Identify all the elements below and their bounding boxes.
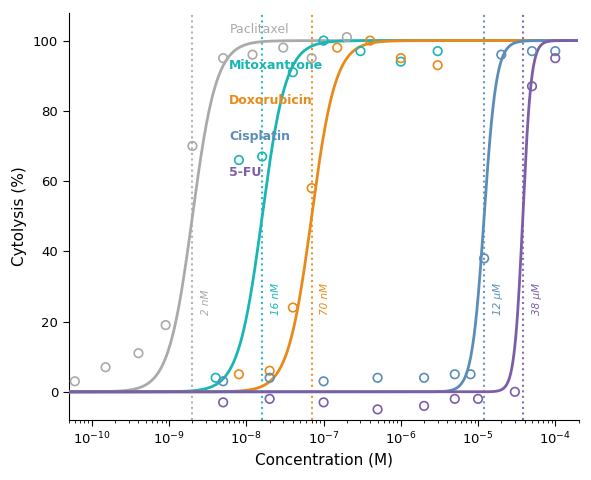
Point [551,48,560,55]
Point [342,33,352,41]
Point [319,37,329,45]
Point [258,153,267,160]
Point [219,377,228,385]
Text: 2 nM: 2 nM [201,289,211,314]
Point [265,395,274,403]
Point [219,54,228,62]
Point [234,156,243,164]
Text: 70 nM: 70 nM [320,282,330,314]
Point [527,48,537,55]
Text: 16 nM: 16 nM [271,282,281,314]
Point [319,398,329,406]
Point [396,58,405,65]
Point [333,44,342,51]
Point [188,142,197,150]
Point [211,374,220,382]
Point [433,61,443,69]
Point [234,371,243,378]
Point [450,395,460,403]
Point [288,68,298,76]
Point [496,51,506,59]
Point [396,54,405,62]
Point [373,374,382,382]
Text: 5-FU: 5-FU [229,166,262,179]
Point [433,48,443,55]
Text: 12 μM: 12 μM [493,282,503,314]
Point [278,44,288,51]
Text: Doxorubicin: Doxorubicin [229,95,313,108]
Point [479,254,489,262]
Point [420,402,429,410]
Point [219,398,228,406]
Y-axis label: Cytolysis (%): Cytolysis (%) [12,167,28,266]
Point [356,48,365,55]
Point [307,54,316,62]
Point [319,377,329,385]
Text: Paclitaxel: Paclitaxel [229,23,289,36]
Point [161,321,170,329]
Point [288,304,298,312]
Point [365,37,375,45]
Point [101,363,111,371]
Point [420,374,429,382]
X-axis label: Concentration (M): Concentration (M) [255,453,392,468]
Text: 38 μM: 38 μM [532,282,541,314]
Point [70,377,80,385]
Text: Mitoxantrone: Mitoxantrone [229,59,323,72]
Point [248,51,257,59]
Point [527,83,537,90]
Point [265,374,274,382]
Text: Cisplatin: Cisplatin [229,130,290,143]
Point [265,367,274,374]
Point [450,371,460,378]
Point [510,388,519,396]
Point [466,371,475,378]
Point [307,184,316,192]
Point [551,54,560,62]
Point [134,349,143,357]
Point [373,406,382,413]
Point [473,395,483,403]
